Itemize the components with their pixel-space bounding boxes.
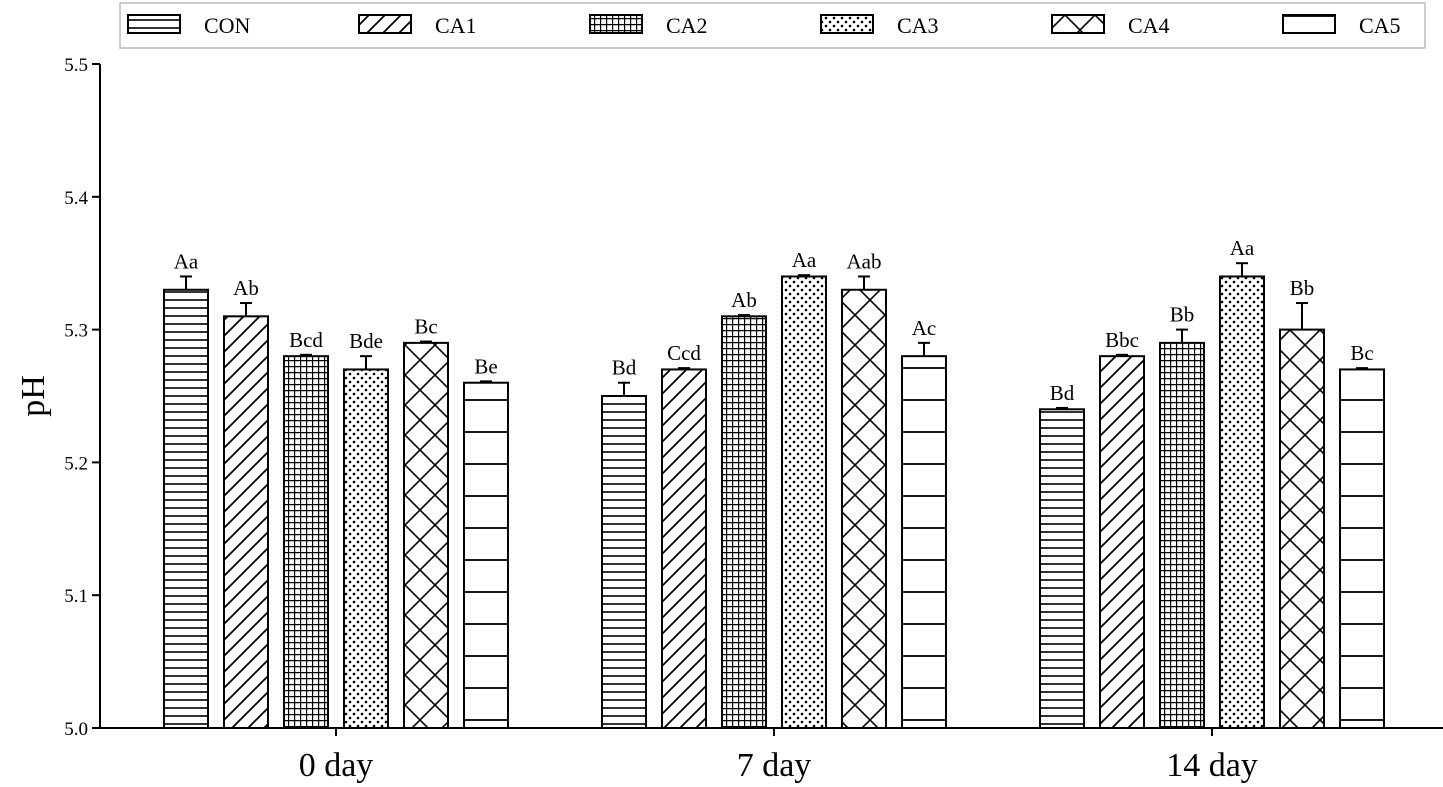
significance-label: Bd <box>1050 381 1075 405</box>
chart-legend: CON CA1 CA2 CA3 CA4 CA5 <box>119 2 1426 49</box>
bar-con-2 <box>1039 408 1085 729</box>
legend-label: CON <box>204 13 251 38</box>
significance-label: Aa <box>1230 236 1255 260</box>
y-tick-label: 5.0 <box>64 719 88 740</box>
y-tick-label: 5.1 <box>64 586 88 607</box>
legend-label: CA2 <box>666 13 708 38</box>
legend-swatch-ca2 <box>589 14 643 34</box>
significance-label: Aab <box>847 249 882 273</box>
significance-label: Ccd <box>667 341 701 365</box>
bar-ca5-2 <box>1339 368 1385 729</box>
bar-ca2-2 <box>1159 341 1205 729</box>
bar-ca5-0 <box>463 381 509 729</box>
y-tick-label: 5.3 <box>64 321 88 342</box>
legend-label: CA1 <box>435 13 477 38</box>
bar-ca1-0 <box>223 315 269 729</box>
bar-ca4-1 <box>841 288 887 729</box>
x-tick-label: 14 day <box>1166 747 1258 784</box>
legend-label: CA5 <box>1359 13 1401 38</box>
significance-label: Bd <box>612 356 637 380</box>
bar-ca3-2 <box>1219 275 1265 729</box>
significance-label: Ab <box>731 288 757 312</box>
bar-ca2-1 <box>721 315 767 729</box>
bar-con-0 <box>163 288 209 729</box>
significance-label: Ab <box>233 276 259 300</box>
bar-ca3-0 <box>343 368 389 729</box>
y-tick-label: 5.5 <box>64 55 88 76</box>
bar-ca5-1 <box>901 355 947 729</box>
significance-label: Bde <box>349 329 383 353</box>
x-tick-label: 7 day <box>737 747 812 784</box>
significance-label: Bbc <box>1105 328 1139 352</box>
chart-axes: 5.0 5.1 5.2 5.3 5.4 5.5 pH 0 day 7 day 14 day <box>15 55 1443 784</box>
legend-swatch-con <box>127 14 181 34</box>
bar-ca3-1 <box>781 275 827 729</box>
significance-label: Ac <box>912 316 937 340</box>
significance-label: Aa <box>174 249 199 273</box>
legend-swatch-ca1 <box>358 14 412 34</box>
significance-label: Aa <box>792 248 817 272</box>
legend-swatch-ca3 <box>820 14 874 34</box>
legend-label: CA4 <box>1128 13 1170 38</box>
bar-ca2-0 <box>283 355 329 729</box>
bar-ca1-2 <box>1099 355 1145 729</box>
legend-frame <box>119 2 1426 49</box>
significance-label: Be <box>474 354 497 378</box>
chart-bars: Aa Bd Bd Ab Ccd Bbc Bcd Ab Bb Bde Aa Aa Bc Aab Bb Be Ac B… <box>163 236 1385 729</box>
bar-ca4-2 <box>1279 328 1325 729</box>
legend-swatch-ca5 <box>1282 14 1336 34</box>
significance-label: Bc <box>414 315 437 339</box>
x-tick-label: 0 day <box>299 747 374 784</box>
bar-ca4-0 <box>403 341 449 729</box>
significance-label: Bb <box>1170 303 1195 327</box>
legend-swatch-ca4 <box>1051 14 1105 34</box>
significance-label: Bcd <box>289 328 323 352</box>
significance-label: Bc <box>1350 341 1373 365</box>
y-axis-label: pH <box>15 375 52 417</box>
bar-ca1-1 <box>661 368 707 729</box>
y-tick-label: 5.4 <box>64 188 88 209</box>
y-tick-label: 5.2 <box>64 453 88 474</box>
bar-con-1 <box>601 395 647 729</box>
significance-label: Bb <box>1290 276 1315 300</box>
legend-label: CA3 <box>897 13 939 38</box>
